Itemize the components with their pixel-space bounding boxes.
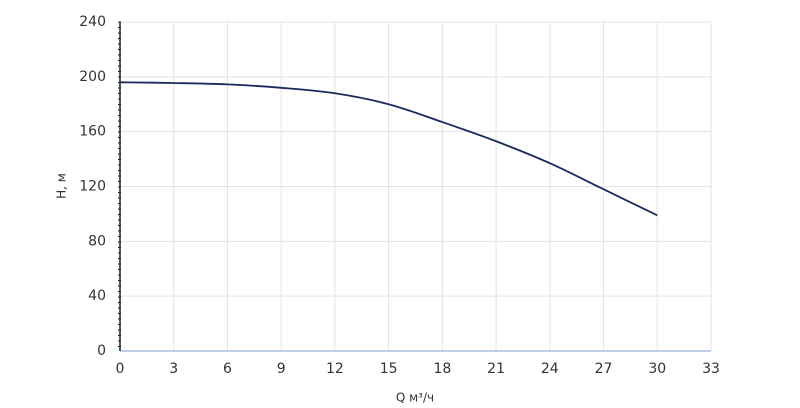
x-tick-label: 3 — [169, 361, 178, 377]
y-axis-label: H, м — [55, 173, 69, 199]
y-tick-label: 200 — [79, 69, 106, 85]
x-tick-label: 6 — [223, 361, 232, 377]
x-tick-label: 33 — [702, 361, 720, 377]
line-series — [119, 81, 658, 217]
x-axis-label: Q м³/ч — [396, 391, 434, 405]
x-tick-label: 24 — [541, 361, 559, 377]
y-tick-label: 0 — [97, 343, 106, 359]
x-tick-label: 15 — [380, 361, 398, 377]
x-tick-label: 0 — [116, 361, 125, 377]
y-tick-label: 160 — [79, 124, 106, 140]
y-tick-label: 240 — [79, 14, 106, 30]
x-tick-label: 12 — [326, 361, 344, 377]
x-tick-label: 30 — [648, 361, 666, 377]
x-tick-label: 9 — [277, 361, 286, 377]
y-tick-label: 80 — [88, 233, 106, 249]
y-tick-label: 120 — [79, 179, 106, 195]
x-tick-label: 27 — [595, 361, 613, 377]
x-tick-label: 21 — [487, 361, 505, 377]
y-tick-label: 40 — [88, 288, 106, 304]
x-tick-label: 18 — [433, 361, 451, 377]
